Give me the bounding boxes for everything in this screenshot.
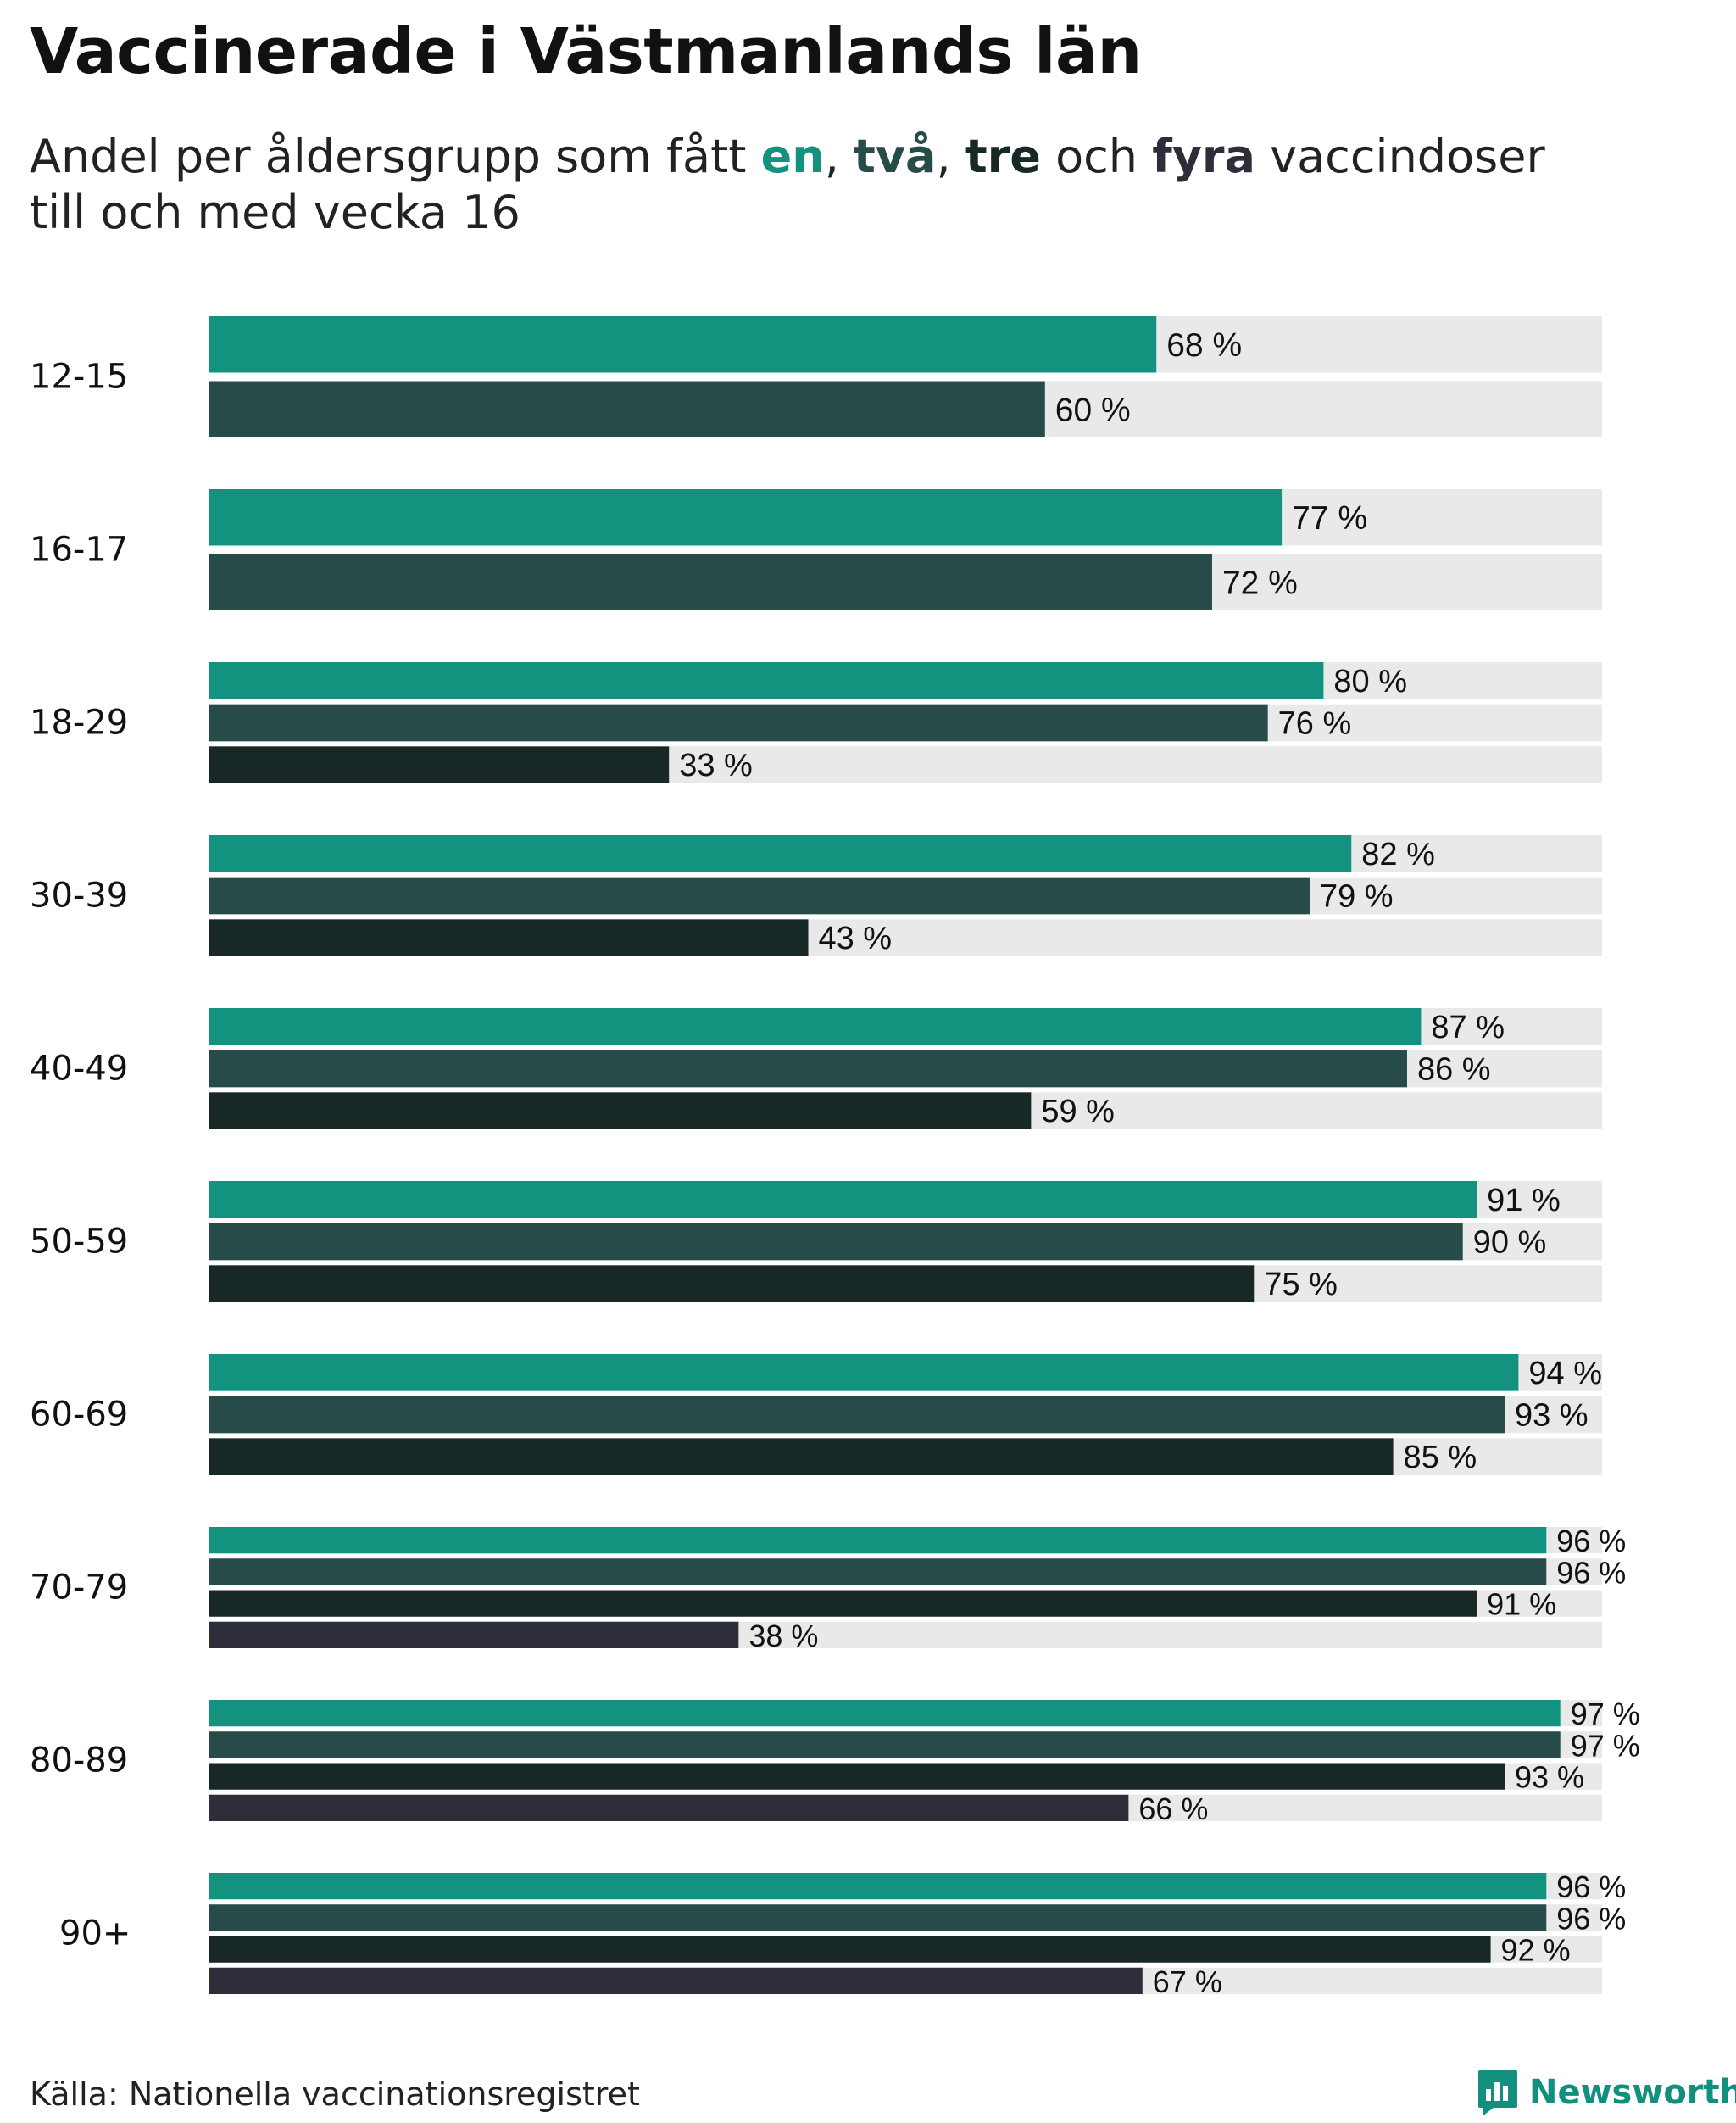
brand-logo: Newsworthy: [1477, 2062, 1736, 2123]
data-label: 92 %: [1501, 1933, 1571, 1968]
bar-90+-dose-2: [209, 1904, 1547, 1931]
subtitle-separator: ,: [824, 130, 854, 183]
data-label: 93 %: [1515, 1398, 1589, 1434]
data-label: 94 %: [1528, 1356, 1602, 1391]
bar-60-69-dose-2: [209, 1396, 1505, 1434]
data-label: 72 %: [1222, 565, 1298, 601]
bar-30-39-dose-3: [209, 919, 809, 956]
age-group-label: 80-89: [30, 1741, 128, 1780]
bar-40-49-dose-2: [209, 1050, 1407, 1088]
bar-50-59-dose-2: [209, 1223, 1463, 1261]
bar-18-29-dose-1: [209, 662, 1324, 699]
legend-dose-3: tre: [965, 130, 1041, 183]
bar-90+-dose-3: [209, 1936, 1491, 1963]
data-label: 91 %: [1487, 1587, 1556, 1622]
age-group-label: 50-59: [30, 1223, 128, 1262]
bar-80-89-dose-1: [209, 1700, 1561, 1727]
bar-40-49-dose-3: [209, 1092, 1032, 1129]
data-label: 59 %: [1041, 1094, 1115, 1129]
data-label: 96 %: [1556, 1555, 1626, 1590]
data-label: 97 %: [1571, 1728, 1640, 1763]
data-label: 90 %: [1473, 1225, 1547, 1261]
legend-dose-4: fyra: [1152, 130, 1255, 183]
age-group-label: 90+: [59, 1914, 131, 1953]
chart-title: Vaccinerade i Västmanlands län: [30, 15, 1142, 88]
data-label: 43 %: [818, 921, 892, 956]
data-label: 87 %: [1431, 1010, 1505, 1045]
bar-30-39-dose-1: [209, 835, 1352, 872]
bar-chart: 12-15 68 % 60 % 16-17 77 % 72 % 18-29 80 % 76 % 3…: [30, 316, 1640, 1999]
bar-70-79-dose-4: [209, 1621, 739, 1648]
legend-dose-2: två: [854, 130, 937, 183]
data-label: 76 %: [1278, 706, 1352, 742]
brand-name: Newsworthy: [1529, 2073, 1736, 2112]
data-label: 91 %: [1487, 1183, 1561, 1218]
bar-80-89-dose-3: [209, 1763, 1505, 1790]
subtitle-prefix: Andel per åldersgrupp som fått: [30, 130, 761, 183]
data-label: 75 %: [1264, 1267, 1338, 1302]
bar-12-15-dose-2: [209, 381, 1045, 437]
subtitle-and: och: [1040, 130, 1153, 183]
data-label: 85 %: [1404, 1440, 1477, 1475]
data-label: 96 %: [1556, 1869, 1626, 1904]
newsworthy-logo-icon: [1478, 2070, 1517, 2115]
bar-12-15-dose-1: [209, 316, 1157, 373]
bar-18-29-dose-3: [209, 746, 670, 783]
age-group-label: 60-69: [30, 1396, 128, 1435]
bar-30-39-dose-2: [209, 877, 1310, 915]
age-group-label: 12-15: [30, 358, 128, 397]
legend-dose-1: en: [760, 130, 825, 183]
bar-70-79-dose-3: [209, 1590, 1477, 1617]
data-label: 38 %: [748, 1619, 818, 1653]
data-label: 93 %: [1515, 1760, 1584, 1795]
age-group-label: 30-39: [30, 877, 128, 916]
bar-16-17-dose-2: [209, 554, 1212, 610]
data-label: 67 %: [1153, 1964, 1222, 1999]
bar-60-69-dose-1: [209, 1354, 1519, 1391]
bar-70-79-dose-1: [209, 1527, 1547, 1554]
bar-16-17-dose-1: [209, 489, 1283, 546]
age-group-label: 40-49: [30, 1050, 128, 1089]
bar-50-59-dose-1: [209, 1181, 1477, 1218]
age-group-label: 16-17: [30, 531, 128, 570]
data-label: 97 %: [1571, 1697, 1640, 1731]
data-label: 66 %: [1138, 1791, 1208, 1826]
bar-80-89-dose-4: [209, 1794, 1129, 1821]
data-label: 79 %: [1320, 879, 1394, 915]
subtitle-line-1: Andel per åldersgrupp som fått en, två, …: [30, 129, 1545, 185]
chart-subtitle: Andel per åldersgrupp som fått en, två, …: [30, 129, 1545, 241]
data-label: 86 %: [1417, 1052, 1491, 1088]
bar-18-29-dose-2: [209, 704, 1268, 742]
bar-70-79-dose-2: [209, 1558, 1547, 1585]
subtitle-suffix: vaccindoser: [1255, 130, 1545, 183]
data-label: 77 %: [1292, 500, 1367, 537]
data-label: 96 %: [1556, 1524, 1626, 1558]
bar-90+-dose-1: [209, 1873, 1547, 1900]
bar-80-89-dose-2: [209, 1731, 1561, 1758]
bar-60-69-dose-3: [209, 1438, 1394, 1475]
data-label: 96 %: [1556, 1901, 1626, 1936]
subtitle-separator: ,: [936, 130, 965, 183]
data-label: 60 %: [1055, 392, 1131, 428]
bar-50-59-dose-3: [209, 1265, 1255, 1302]
data-label: 68 %: [1166, 327, 1242, 364]
bar-90+-dose-4: [209, 1967, 1143, 1994]
bar-40-49-dose-1: [209, 1008, 1422, 1045]
data-label: 33 %: [679, 748, 753, 783]
data-label: 80 %: [1333, 664, 1407, 699]
source-note: Källa: Nationella vaccinationsregistret: [30, 2076, 640, 2113]
subtitle-line-2: till och med vecka 16: [30, 186, 520, 239]
data-label: 82 %: [1361, 837, 1435, 872]
age-group-label: 18-29: [30, 704, 128, 743]
age-group-label: 70-79: [30, 1569, 128, 1608]
